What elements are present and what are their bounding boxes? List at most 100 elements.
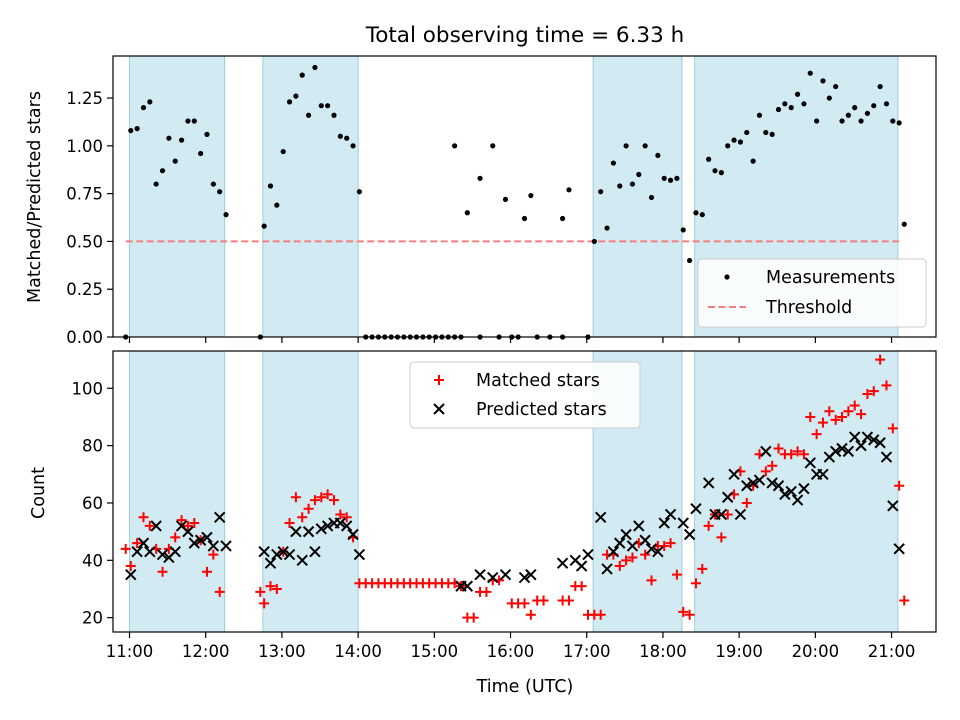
matched-star-point	[716, 532, 727, 543]
predicted-star-point	[829, 445, 842, 458]
measurement-point	[763, 129, 769, 136]
measurement-point	[737, 139, 744, 145]
measurement-point	[617, 183, 623, 189]
predicted-star-point	[728, 468, 740, 481]
y-tick-label: 80	[82, 437, 103, 456]
measurement-point	[286, 99, 293, 105]
predicted-star-point	[302, 525, 315, 538]
matched-star-point	[614, 561, 625, 572]
observing-window-band	[694, 350, 899, 633]
measurement-point	[356, 189, 362, 195]
bottom-y-axis: 20 40 60 80 100	[72, 379, 113, 628]
matched-star-point	[697, 563, 708, 574]
predicted-star-point	[137, 537, 150, 549]
matched-star-point	[120, 543, 131, 554]
predicted-star-point	[817, 468, 829, 481]
x-tick-label: 14:00	[334, 642, 382, 661]
predicted-star-point	[785, 485, 797, 498]
measurement-point	[267, 183, 274, 189]
matched-star-point	[176, 515, 187, 526]
measurement-point	[331, 112, 337, 118]
matched-star-point	[824, 406, 835, 417]
measurement-point	[750, 158, 756, 164]
predicted-star-point	[258, 546, 270, 558]
legend-matched-label: Matched stars	[476, 371, 600, 391]
measurement-point	[185, 118, 191, 124]
measurement-point	[877, 83, 883, 90]
matched-star-point	[875, 354, 886, 365]
legend-threshold-label: Threshold	[765, 298, 852, 318]
measurement-point	[801, 101, 807, 107]
matched-star-point	[322, 489, 333, 500]
x-tick-label: 13:00	[258, 642, 306, 661]
measurement-point	[839, 118, 845, 124]
predicted-star-point	[594, 511, 607, 524]
y-tick-label: 0.75	[66, 185, 103, 204]
bottom-x-axis: 11:00 12:00 13:00 14:00 15:00 16:00 17:00 18:00…	[106, 632, 916, 661]
legend-box	[409, 361, 641, 429]
measurement-point	[210, 181, 216, 187]
measurement-point	[337, 133, 343, 139]
measurement-point	[464, 210, 470, 216]
legend-box	[697, 258, 927, 328]
matched-star-point	[138, 512, 149, 523]
predicted-star-point	[772, 480, 785, 492]
x-tick-label: 12:00	[182, 642, 230, 661]
matched-star-point	[563, 595, 574, 606]
bottom-y-axis-label: Count	[29, 467, 49, 519]
predicted-star-point	[887, 500, 899, 512]
matched-star-point	[640, 549, 651, 560]
matched-star-point	[741, 497, 752, 508]
predicted-star-point	[804, 457, 816, 469]
measurement-point	[775, 106, 782, 113]
matched-star-point	[576, 581, 587, 592]
measurement-point	[687, 257, 693, 264]
x-tick-label: 20:00	[792, 642, 840, 661]
measurement-point	[312, 64, 318, 71]
predicted-star-point	[201, 531, 213, 544]
predicted-star-point	[874, 437, 886, 449]
matched-star-point	[214, 586, 225, 597]
top-y-axis-label: Matched/Predicted stars	[25, 91, 45, 303]
predicted-star-point	[664, 508, 677, 521]
matched-star-point	[201, 566, 212, 577]
predicted-star-point	[798, 482, 810, 495]
measurement-point	[667, 177, 674, 183]
predicted-star-point	[220, 540, 232, 552]
measurement-point	[820, 78, 826, 84]
predicted-star-point	[715, 508, 728, 521]
predicted-star-point	[626, 540, 639, 552]
matched-star-point	[899, 595, 910, 606]
matched-star-point	[773, 443, 784, 454]
bottom-panel: 20 40 60 80 100 11:00 12:00 13:00 14:00 15:00 16:…	[29, 350, 937, 697]
matched-star-point	[125, 561, 136, 572]
measurement-point	[661, 175, 667, 181]
measurement-point	[490, 143, 496, 149]
x-tick-label: 18:00	[639, 642, 687, 661]
measurement-point	[223, 212, 229, 218]
measurement-point	[198, 150, 204, 157]
x-tick-label: 21:00	[868, 642, 916, 661]
matched-star-point	[341, 512, 352, 523]
matched-star-point	[678, 606, 689, 617]
predicted-star-point	[741, 480, 753, 492]
measurement-point	[178, 137, 185, 143]
measurement-point	[845, 112, 851, 118]
y-tick-label: 0.25	[66, 280, 103, 299]
measurement-point	[901, 221, 907, 227]
bottom-axes-frame	[112, 350, 937, 633]
matched-star-point	[290, 492, 301, 503]
matched-star-point	[798, 449, 809, 460]
measurement-point	[858, 118, 864, 124]
measurement-point	[528, 192, 534, 199]
matched-star-point	[525, 609, 536, 620]
measurement-point	[890, 118, 896, 124]
matched-star-point	[255, 586, 266, 597]
predicted-star-point	[620, 528, 632, 541]
matched-star-point	[690, 578, 701, 589]
x-axis-label: Time (UTC)	[476, 677, 574, 697]
predicted-star-point	[309, 546, 321, 558]
measurement-point	[204, 131, 210, 137]
measurement-point	[756, 112, 763, 118]
